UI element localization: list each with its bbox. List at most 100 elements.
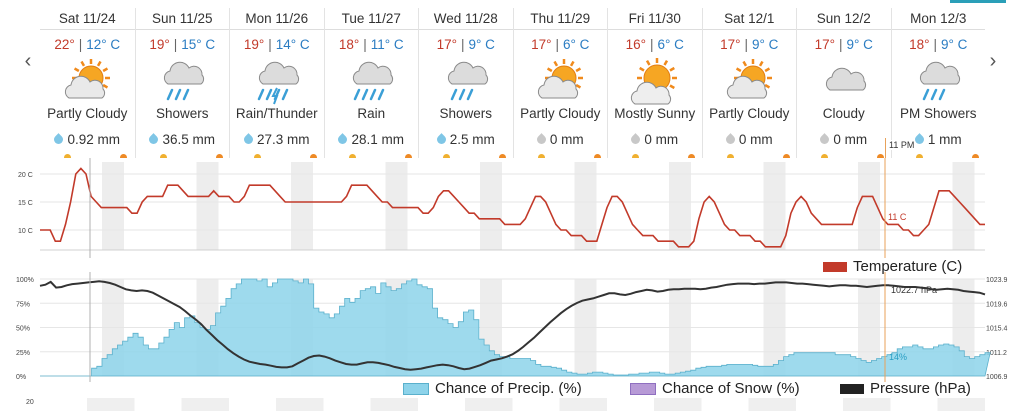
condition-text: Rain [357,106,386,121]
day-column[interactable]: Sat 11/24 22° | 12° C Partly Cloudy 0.92… [40,8,135,158]
active-tab-indicator [950,0,1006,3]
day-temps: 18° | 11° C [339,30,404,58]
precip-amount: 0.92 mm [52,128,121,150]
high-temp: 17° [814,36,835,52]
sun-markers [797,150,891,158]
high-temp: 22° [54,36,75,52]
legend-pressure-label: Pressure (hPa) [870,380,971,397]
condition-text: Rain/Thunder [235,106,318,121]
condition-text: Showers [439,106,493,121]
showers-icon [908,58,968,106]
mostly-sunny-icon [625,58,685,106]
sunrise-icon [537,154,545,158]
day-temps: 19° | 15° C [149,30,215,58]
legend-temperature: Temperature (C) [823,258,962,275]
night-band [763,162,786,250]
legend-precip: Chance of Precip. (%) [403,380,582,397]
sun-markers [230,150,324,158]
precip-value: 28.1 mm [351,131,405,147]
precip-amount: 28.1 mm [336,128,405,150]
high-temp: 16° [625,36,646,52]
sunrise-icon [159,154,167,158]
precip-amount: 0 mm [629,128,679,150]
sunset-icon [120,154,127,158]
precipitation-pressure-chart: 100% 1023.9 75% 1019.6 50% 1015.4 25% 1011.2 0% 1… [16,272,1008,382]
pressure-y-tick: 1011.2 [986,350,1007,357]
low-temp: 9° C [752,36,779,52]
legend-snow: Chance of Snow (%) [630,380,800,397]
day-label: Mon 12/3 [891,8,985,30]
day-temps: 17° | 9° C [815,30,873,58]
sunset-icon [688,154,695,158]
thunder-icon [247,58,307,106]
temp-separator: | [78,36,83,52]
precip-y-tick: 0% [16,374,26,381]
raindrop-icon [147,132,161,146]
raindrop-icon [52,132,66,146]
day-label: Wed 11/28 [419,8,513,30]
sunset-icon [593,154,601,158]
sunset-icon [499,154,506,158]
precip-value: 0 mm [644,131,679,147]
cursor-precip-label: 14% [889,352,907,362]
day-column[interactable]: Mon 11/26 19° | 14° C Rain/Thunder 27.3 … [229,8,324,158]
sunrise-icon [821,154,828,158]
sunrise-icon [726,154,734,158]
condition-text: Mostly Sunny [614,106,696,121]
day-column[interactable]: Wed 11/28 17° | 9° C Showers 2.5 mm [418,8,513,158]
day-column[interactable]: Fri 11/30 16° | 6° C Mostly Sunny 0 mm [607,8,702,158]
high-temp: 18° [909,36,930,52]
low-temp: 14° C [275,36,310,52]
night-band [574,162,597,250]
day-column[interactable]: Sun 11/25 19° | 15° C Showers 36.5 mm [134,8,229,158]
partly-cloudy-icon [57,58,117,106]
raindrop-icon [434,132,448,146]
showers-icon [152,58,212,106]
temp-separator: | [649,36,654,52]
night-band [669,162,691,250]
sunrise-icon [348,154,356,158]
sunset-icon [215,154,223,158]
precip-amount: 2.5 mm [434,128,495,150]
sunrise-icon [632,154,639,158]
precip-y-tick: 25% [16,350,30,357]
condition-text: Partly Cloudy [709,106,790,121]
temp-separator: | [268,36,272,52]
precip-value: 0.92 mm [67,131,121,147]
sun-markers [703,150,797,158]
condition-text: Showers [155,106,209,121]
day-column[interactable]: Sun 12/2 17° | 9° C Cloudy 0 mm [796,8,891,158]
day-column[interactable]: Tue 11/27 18° | 11° C Rain 28.1 mm [323,8,418,158]
day-temps: 17° | 9° C [720,30,778,58]
low-temp: 9° C [468,36,495,52]
previous-arrow-icon[interactable]: ‹ [24,50,32,72]
day-temps: 17° | 9° C [437,30,495,58]
next-arrow-icon[interactable]: › [989,50,997,72]
low-temp: 15° C [181,36,216,52]
day-label: Tue 11/27 [324,8,418,30]
precip-y-tick: 100% [16,277,34,284]
day-label: Mon 11/26 [230,8,324,30]
low-temp: 12° C [86,36,121,52]
day-column[interactable]: Thu 11/29 17° | 6° C Partly Cloudy 0 mm [512,8,607,158]
high-temp: 17° [531,36,552,52]
day-column[interactable]: Mon 12/3 18° | 9° C PM Showers 1 mm [890,8,985,158]
pressure-y-tick: 1023.9 [986,277,1008,284]
day-column[interactable]: Sat 12/1 17° | 9° C Partly Cloudy 0 mm [701,8,797,158]
day-temps: 18° | 9° C [909,30,967,58]
sunset-icon [404,154,412,158]
pressure-y-tick: 1006.9 [986,374,1008,381]
high-temp: 19° [243,36,265,52]
high-temp: 17° [436,36,457,52]
precip-value: 27.3 mm [256,131,310,147]
cursor-time-label: 11 PM [888,140,916,150]
day-temps: 22° | 12° C [54,30,120,58]
temperature-line [40,167,985,248]
pressure-swatch [840,383,864,394]
precip-value: 0 mm [549,131,584,147]
precip-swatch [403,382,429,395]
day-label: Fri 11/30 [608,8,702,30]
showers-icon [436,58,496,106]
precip-value: 36.5 mm [162,131,216,147]
sun-markers [419,150,513,158]
